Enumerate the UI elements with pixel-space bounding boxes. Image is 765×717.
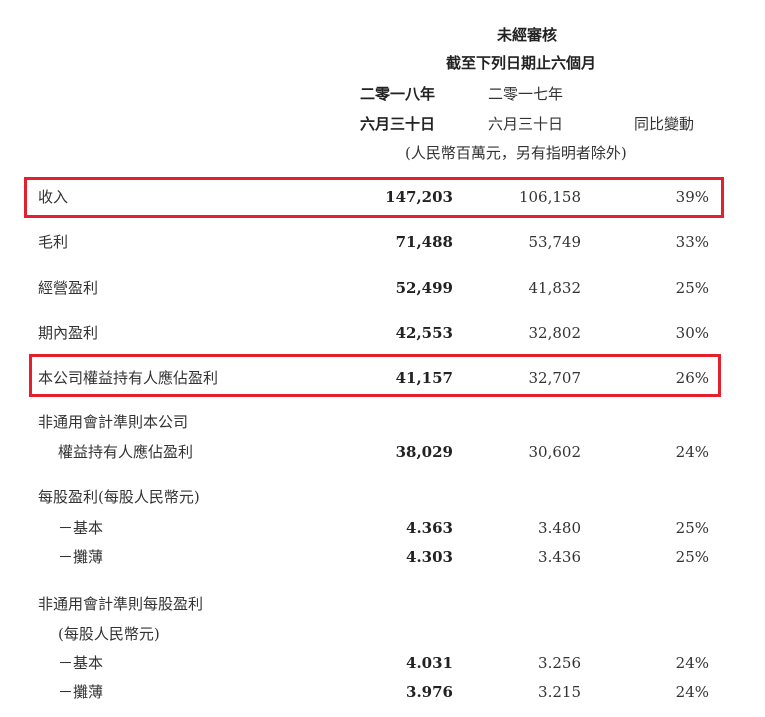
value-2018: 41,157 [395,369,453,387]
unit-note: (人民幣百萬元，另有指明者除外) [405,144,627,162]
row-label: 非通用會計準則每股盈利 [38,595,204,613]
value-2017: 53,749 [528,233,582,251]
value-2018: 52,499 [395,279,453,297]
row-label: 非通用會計準則本公司 [38,413,189,431]
row-label: 期內盈利 [38,324,99,342]
yoy-change: 25% [675,519,709,537]
row-label: 每股盈利(每股人民幣元) [38,488,200,506]
row-label: －攤薄 [58,548,104,566]
value-2018: 147,203 [385,188,453,206]
value-2018: 42,553 [395,324,453,342]
value-2018: 4.303 [406,548,453,566]
value-2017: 30,602 [528,443,582,461]
row-label: －攤薄 [58,683,104,701]
row-label-continued: 權益持有人應佔盈利 [58,443,194,461]
value-2017: 3.256 [538,654,581,672]
value-2017: 3.436 [538,548,581,566]
value-2018: 3.976 [406,683,453,701]
row-label: 毛利 [38,233,69,251]
date-2017-heading: 六月三十日 [488,115,564,133]
value-2018: 4.031 [406,654,453,672]
yoy-change: 25% [675,548,709,566]
year-2017-heading: 二零一七年 [488,85,564,103]
value-2018: 4.363 [406,519,453,537]
row-label: －基本 [58,519,104,537]
highlight-box-revenue [24,177,724,218]
value-2017: 32,707 [528,369,582,387]
yoy-change: 39% [675,188,709,206]
unaudited-heading: 未經審核 [497,26,558,44]
row-label: 本公司權益持有人應佔盈利 [38,369,219,387]
yoy-change: 24% [675,654,709,672]
value-2017: 3.215 [538,683,581,701]
highlight-box-attributable-profit [29,354,721,397]
value-2017: 41,832 [528,279,582,297]
row-label-continued: (每股人民幣元) [58,625,160,643]
yoy-heading: 同比變動 [634,115,695,133]
row-label: －基本 [58,654,104,672]
value-2017: 106,158 [518,188,581,206]
yoy-change: 24% [675,443,709,461]
row-label: 經營盈利 [38,279,99,297]
yoy-change: 25% [675,279,709,297]
value-2018: 71,488 [395,233,453,251]
date-2018-heading: 六月三十日 [360,115,436,133]
year-2018-heading: 二零一八年 [360,85,436,103]
yoy-change: 33% [675,233,709,251]
row-label: 收入 [38,188,69,206]
value-2018: 38,029 [395,443,453,461]
period-heading: 截至下列日期止六個月 [446,54,597,72]
value-2017: 32,802 [528,324,582,342]
yoy-change: 24% [675,683,709,701]
value-2017: 3.480 [538,519,581,537]
yoy-change: 30% [675,324,709,342]
yoy-change: 26% [675,369,709,387]
